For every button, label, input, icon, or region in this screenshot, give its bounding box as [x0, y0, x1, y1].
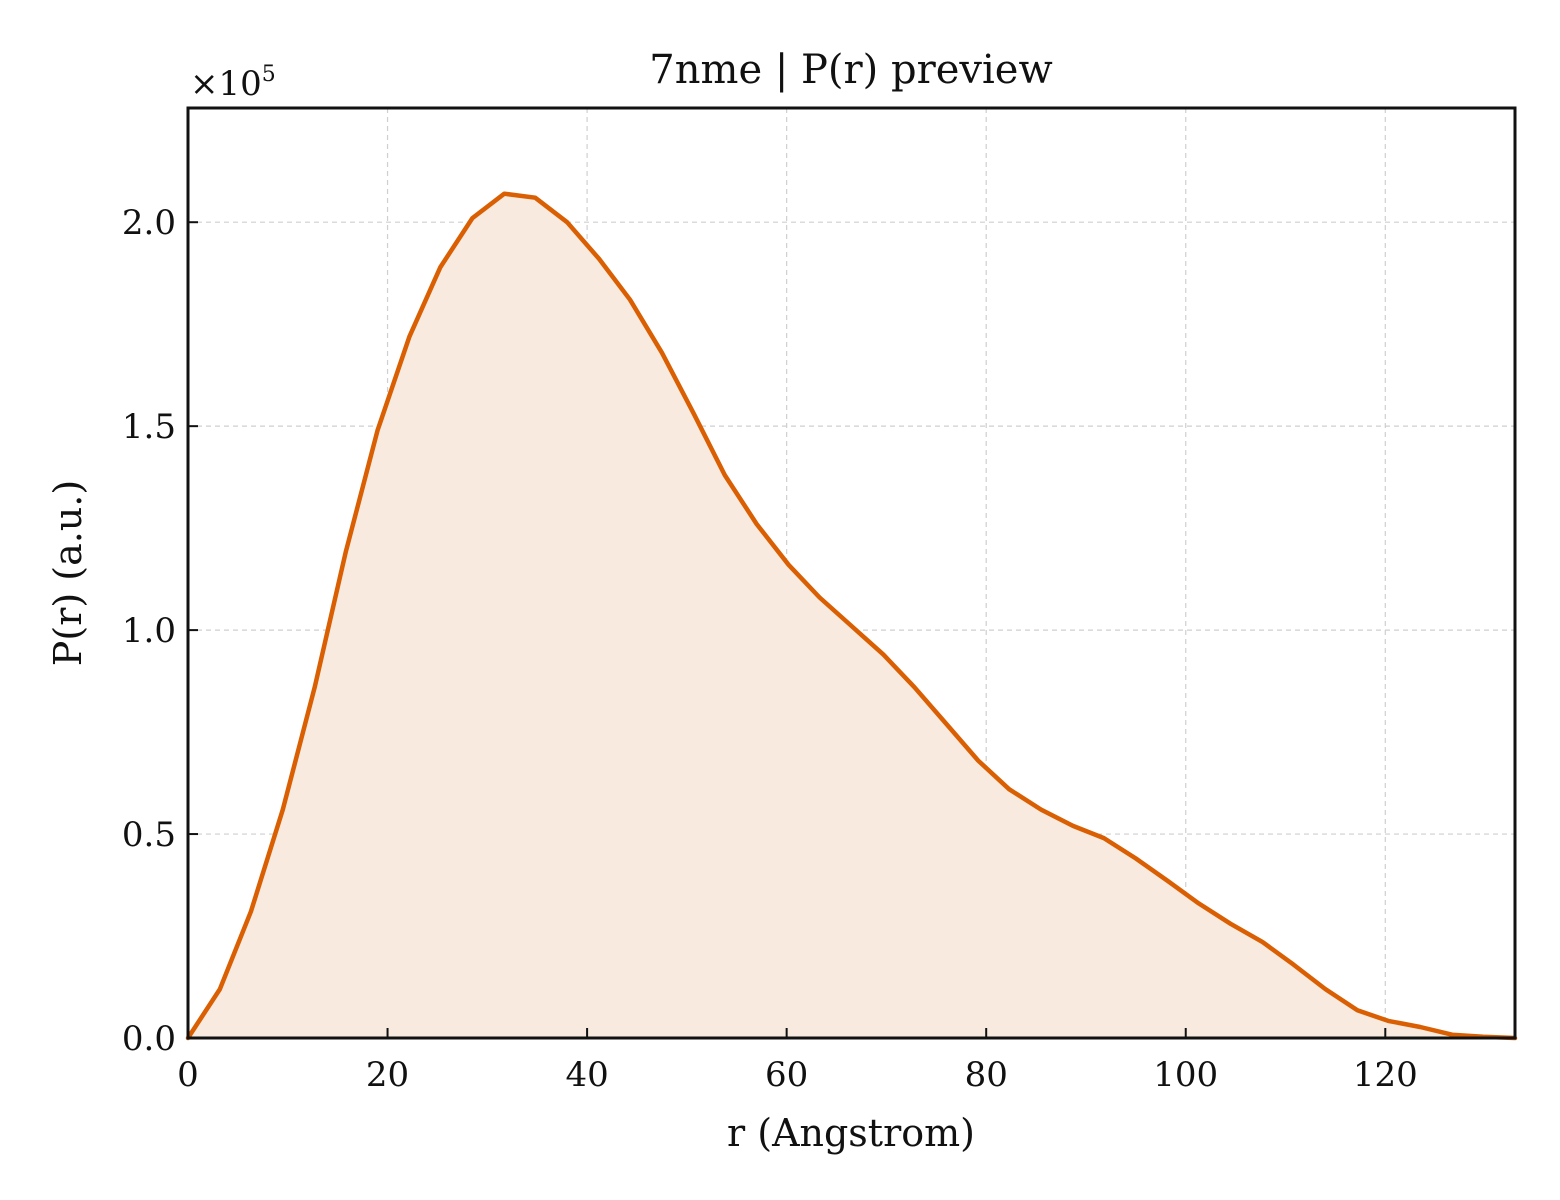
- y-axis-multiplier-exponent: 5: [262, 62, 276, 87]
- y-tick-label: 2.0: [122, 203, 176, 243]
- x-tick-label: 60: [765, 1055, 808, 1095]
- y-tick-label: 1.5: [122, 407, 176, 447]
- y-tick-label: 1.0: [122, 611, 176, 651]
- y-tick-label: 0.0: [122, 1019, 176, 1059]
- y-tick-label: 0.5: [122, 815, 176, 855]
- pr-series-line: [185, 191, 1518, 1041]
- x-axis-label: r (Angstrom): [727, 1111, 975, 1155]
- y-axis-multiplier: ×105: [190, 62, 276, 104]
- x-tick-label: 0: [177, 1055, 199, 1095]
- x-tick-label: 20: [366, 1055, 409, 1095]
- x-tick-label: 80: [965, 1055, 1008, 1095]
- x-tick-label: 100: [1153, 1055, 1218, 1095]
- pr-area-fill: [188, 193, 1515, 1038]
- axis-ticks: 0 20 40 60 80 100 120 0.0 0.5 1.0 1.5 2.0: [122, 203, 1418, 1095]
- x-tick-label: 40: [565, 1055, 608, 1095]
- plot-frame: [186, 106, 1517, 1040]
- x-tick-label: 120: [1353, 1055, 1418, 1095]
- chart-title: 7nme | P(r) preview: [649, 47, 1052, 93]
- y-axis-multiplier-base: ×10: [190, 64, 262, 104]
- y-axis-label: P(r) (a.u.): [46, 480, 90, 666]
